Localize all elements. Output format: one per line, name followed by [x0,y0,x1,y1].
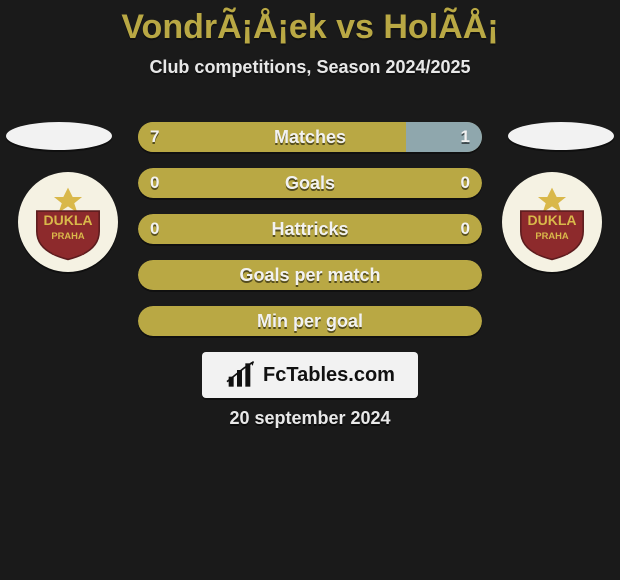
svg-text:PRAHA: PRAHA [535,231,568,241]
bar-left-fill [138,122,406,152]
svg-text:Ať nás každý zná: Ať nás každý zná [536,252,569,257]
svg-text:Ať nás každý zná: Ať nás každý zná [52,252,85,257]
dukla-crest-icon: DUKLA PRAHA Ať nás každý zná [513,183,591,261]
bar-left-value: 7 [150,122,159,152]
stat-bar: Matches71 [138,122,482,152]
bar-track [138,214,482,244]
comparison-infographic: VondrÃ¡Å¡ek vs HolÃ­Å¡ Club competitions… [0,0,620,580]
bar-track [138,306,482,336]
site-name: FcTables.com [263,364,395,387]
player-left-ellipse [6,122,112,150]
stat-bar: Min per goal [138,306,482,336]
svg-text:PRAHA: PRAHA [51,231,84,241]
stat-bar: Goals00 [138,168,482,198]
bar-left-value: 0 [150,168,159,198]
dukla-crest-icon: DUKLA PRAHA Ať nás každý zná [29,183,107,261]
page-title: VondrÃ¡Å¡ek vs HolÃ­Å¡ [0,0,620,47]
stat-bars: Matches71Goals00Hattricks00Goals per mat… [138,122,482,352]
bar-right-value: 0 [461,168,470,198]
club-badge-right: DUKLA PRAHA Ať nás každý zná [502,172,602,272]
stat-bar: Hattricks00 [138,214,482,244]
stat-bar: Goals per match [138,260,482,290]
bar-chart-icon [225,360,259,390]
bar-right-value: 1 [461,122,470,152]
site-logo-card: FcTables.com [202,352,418,398]
bar-track [138,260,482,290]
date-line: 20 september 2024 [0,408,620,429]
bar-right-fill [406,122,482,152]
bar-right-value: 0 [461,214,470,244]
svg-text:DUKLA: DUKLA [43,212,92,228]
page-subtitle: Club competitions, Season 2024/2025 [0,57,620,78]
svg-text:DUKLA: DUKLA [527,212,576,228]
club-badge-left: DUKLA PRAHA Ať nás každý zná [18,172,118,272]
bar-track [138,168,482,198]
bar-left-value: 0 [150,214,159,244]
player-right-ellipse [508,122,614,150]
